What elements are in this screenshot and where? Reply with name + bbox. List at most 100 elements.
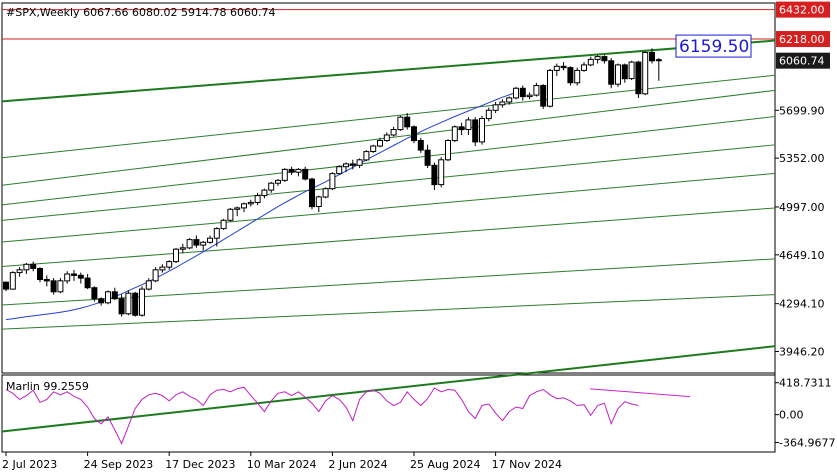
price-tick-label-5: 5699.90 [779,104,825,117]
candle-52 [356,158,363,169]
candle-body-up [234,207,241,210]
candle-84 [574,67,581,86]
time-tick-label-5: 25 Aug 2024 [410,458,480,471]
candle-body-up [275,179,281,184]
time-tick-label-1: 24 Sep 2023 [84,458,154,471]
candle-body-down [91,287,98,300]
time-tick-label-2: 17 Dec 2023 [165,458,235,471]
candle-body-up [220,219,227,230]
candle-18 [125,290,132,316]
candle-body-down [519,87,526,98]
candle-body-down [608,60,615,85]
candle-79 [540,84,547,109]
indicator-panel [5,386,691,445]
price-tag-label-1: 6218.00 [779,33,825,46]
candle-62 [424,144,431,169]
indicator-axis: 418.7311 0.00 -364.9677 [775,377,835,449]
candle-body-down [30,263,37,269]
candle-body-up [594,56,601,60]
candle-70 [479,115,485,145]
candle-body-up [465,119,472,131]
candle-body-up [492,104,499,111]
time-tick-label-3: 10 Mar 2024 [247,458,317,471]
candle-body-up [254,195,261,204]
candle-54 [370,144,377,153]
indicator-label: Marlin 99.2559 [6,380,89,393]
candle-body-down [601,56,608,62]
candle-90 [615,63,621,87]
candle-body-down [411,126,417,142]
candle-body-up [268,182,275,191]
candle-34 [234,206,241,217]
time-tick-label-6: 17 Nov 2024 [492,458,562,471]
candle-body-up [377,140,383,147]
candle-46 [315,195,322,213]
candle-body-down [540,85,547,107]
candle-body-up [363,151,370,161]
candle-body-up [479,118,485,143]
candle-75 [513,86,519,100]
candle-body-up [642,52,649,95]
candle-38 [261,188,268,199]
candle-69 [472,117,479,147]
channel-fan-4 [1,144,776,221]
candle-11 [77,272,84,284]
candle-body-down [655,59,662,62]
candle-91 [621,63,628,83]
candle-94 [642,51,649,96]
candle-body-down [71,273,77,276]
candle-body-up [247,201,254,205]
candle-20 [139,286,145,317]
candle-body-down [111,291,118,300]
candles [3,48,662,317]
candle-body-up [16,269,23,274]
indicator-panel-frame [1,374,776,453]
candle-body-up [315,196,322,207]
candle-78 [533,82,540,97]
candle-93 [635,60,642,98]
candle-40 [275,179,281,186]
candle-86 [587,56,594,67]
ma-line [5,91,517,321]
candle-body-up [451,126,458,142]
candle-71 [485,107,492,122]
candle-31 [213,227,220,247]
candle-83 [567,66,574,86]
candle-body-up [139,288,145,316]
indicator-tick-label-0: 418.7311 [779,377,832,390]
candle-body-up [485,109,492,120]
channel-fan-8 [1,294,776,330]
candle-89 [608,58,615,89]
candle-body-up [207,237,213,243]
time-axis: 2 Jul 2023 24 Sep 2023 17 Dec 2023 10 Mar 2… [2,452,562,471]
candle-66 [451,125,458,142]
candle-body-down [193,239,200,246]
candle-body-down [349,163,356,166]
candle-4 [30,261,37,272]
candle-48 [329,172,336,191]
indicator-line [5,386,639,445]
candle-32 [220,218,227,230]
candle-1 [9,271,16,290]
price-tick-label-0: 3946.20 [779,346,825,359]
candle-body-up [390,129,397,136]
candle-body-up [322,188,329,198]
candle-body-up [200,241,207,246]
price-tag-box-2 [776,52,830,69]
time-tick-label-4: 2 Jun 2024 [328,458,387,471]
moving-average [5,91,517,321]
candle-body-up [186,239,193,249]
candle-10 [71,269,77,281]
price-tags: 6432.00 6218.00 6060.74 [776,1,830,69]
candle-body-up [513,87,519,99]
candle-25 [173,247,179,263]
indicator-tick-label-1: 0.00 [779,409,804,422]
candle-53 [363,150,370,162]
candle-77 [526,92,533,100]
candle-29 [200,240,207,251]
candle-23 [159,264,166,273]
candle-63 [431,162,438,191]
candle-body-down [404,116,411,128]
candle-body-up [615,64,621,85]
